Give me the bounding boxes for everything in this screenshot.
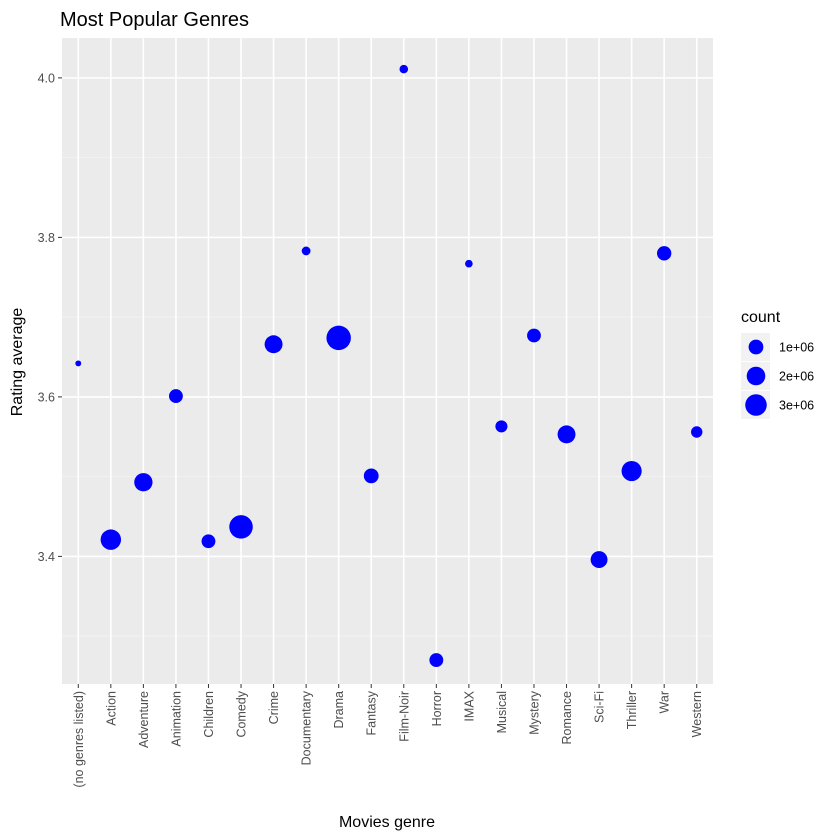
x-tick-label: Horror	[430, 691, 444, 726]
x-axis: (no genres listed) Action Adventure Animati…	[72, 684, 704, 788]
y-axis-title: Rating average	[9, 308, 26, 417]
x-tick-label: Film-Noir	[397, 691, 411, 742]
legend-key	[748, 339, 764, 355]
chart-title: Most Popular Genres	[60, 9, 249, 31]
x-tick-label: Crime	[267, 691, 281, 724]
x-tick-label: War	[658, 691, 672, 713]
legend-title: count	[741, 309, 781, 326]
data-point	[557, 425, 576, 444]
data-point	[691, 426, 703, 438]
data-point	[399, 64, 409, 74]
data-point	[75, 360, 82, 367]
panel-background	[62, 38, 713, 684]
x-tick-label: Action	[104, 691, 118, 726]
data-point	[229, 515, 253, 539]
legend-key	[746, 366, 766, 386]
x-tick-label: Sci-Fi	[593, 691, 607, 723]
legend: count 1e+06 2e+06 3e+06	[741, 309, 814, 419]
data-point	[201, 534, 216, 549]
data-point	[465, 259, 473, 268]
x-tick-label: Adventure	[137, 691, 151, 748]
x-tick-label: Mystery	[527, 690, 541, 735]
x-tick-label: Documentary	[300, 690, 314, 765]
x-tick-label: Romance	[560, 691, 574, 745]
data-point	[134, 473, 153, 492]
data-points	[75, 64, 703, 667]
x-tick-label: Thriller	[625, 691, 639, 729]
legend-label: 2e+06	[779, 370, 814, 384]
x-tick-label: Fantasy	[365, 690, 379, 735]
x-tick-label: Drama	[332, 691, 346, 729]
y-tick-label: 4.0	[38, 71, 55, 85]
y-tick-label: 3.4	[38, 550, 55, 564]
data-point	[100, 529, 122, 550]
x-tick-label: Musical	[495, 691, 509, 733]
data-point	[429, 653, 444, 667]
y-axis: 3.4 3.6 3.8 4.0	[38, 71, 62, 564]
x-axis-title: Movies genre	[339, 814, 435, 831]
data-point	[264, 335, 283, 354]
legend-key	[745, 394, 767, 416]
x-tick-label: Comedy	[235, 690, 249, 737]
x-tick-label: Children	[202, 691, 216, 738]
data-point	[657, 246, 672, 261]
data-point	[495, 420, 508, 433]
data-point	[301, 246, 311, 256]
data-point	[169, 389, 183, 404]
y-tick-label: 3.8	[38, 231, 55, 245]
legend-label: 3e+06	[779, 399, 814, 413]
x-tick-label: Animation	[169, 691, 183, 747]
x-tick-label: IMAX	[462, 690, 476, 721]
x-tick-label: Western	[690, 691, 704, 737]
data-point	[621, 460, 642, 482]
data-point	[326, 325, 351, 351]
x-tick-label: (no genres listed)	[72, 691, 86, 788]
data-point	[527, 328, 541, 343]
data-point	[363, 468, 379, 484]
plot-panel	[62, 38, 713, 684]
y-tick-label: 3.6	[38, 390, 55, 404]
data-point	[590, 551, 608, 569]
legend-label: 1e+06	[779, 341, 814, 355]
